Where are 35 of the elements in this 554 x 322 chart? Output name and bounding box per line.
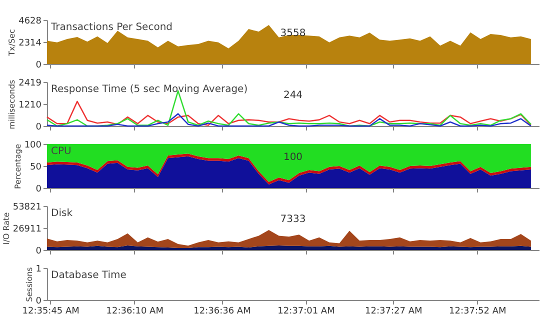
y-tick-label: 26911 (12, 224, 42, 234)
y-axis-title: I/O Rate (2, 212, 11, 245)
annotation: 244 (283, 90, 303, 102)
y-tick-label: 53821 (12, 202, 42, 212)
chart-title: CPU (51, 146, 72, 157)
y-axis-title: Tx/Sec (8, 29, 17, 57)
y-tick-label: 0 (36, 296, 42, 306)
y-tick-label: 2314 (18, 38, 42, 48)
chart-title: Response Time (5 sec Moving Average) (51, 84, 248, 95)
annotation: 7333 (280, 214, 306, 226)
chart-title: Transactions Per Second (50, 22, 173, 33)
y-axis-title: Percentage (13, 144, 22, 190)
x-tick-label: 12:35:45 AM (22, 306, 80, 316)
y-tick-label: 2419 (18, 78, 42, 88)
y-tick-label: 50 (30, 162, 42, 172)
x-tick-label: 12:37:01 AM (278, 306, 335, 316)
x-tick-label: 12:37:27 AM (365, 306, 422, 316)
y-axis-title: milliseconds (8, 80, 17, 130)
y-tick-label: 4628 (18, 16, 42, 26)
chart-title: Disk (51, 208, 73, 219)
x-tick-label: 12:36:10 AM (106, 306, 164, 316)
y-axis-title: Sessions (24, 267, 34, 302)
y-tick-label: 1 (36, 264, 42, 274)
y-tick-label: 0 (36, 184, 42, 194)
x-tick-label: 12:37:52 AM (449, 306, 506, 316)
x-tick-label: 12:36:36 AM (194, 306, 251, 316)
y-tick-label: 0 (36, 122, 42, 132)
annotation: 100 (283, 152, 303, 164)
y-tick-label: 0 (36, 246, 42, 256)
line-series (46, 113, 532, 127)
y-tick-label: 100 (24, 140, 42, 150)
y-tick-label: 1210 (18, 100, 42, 110)
chart-title: Database Time (51, 270, 126, 281)
y-tick-label: 0 (36, 60, 42, 70)
line-series (46, 100, 532, 126)
